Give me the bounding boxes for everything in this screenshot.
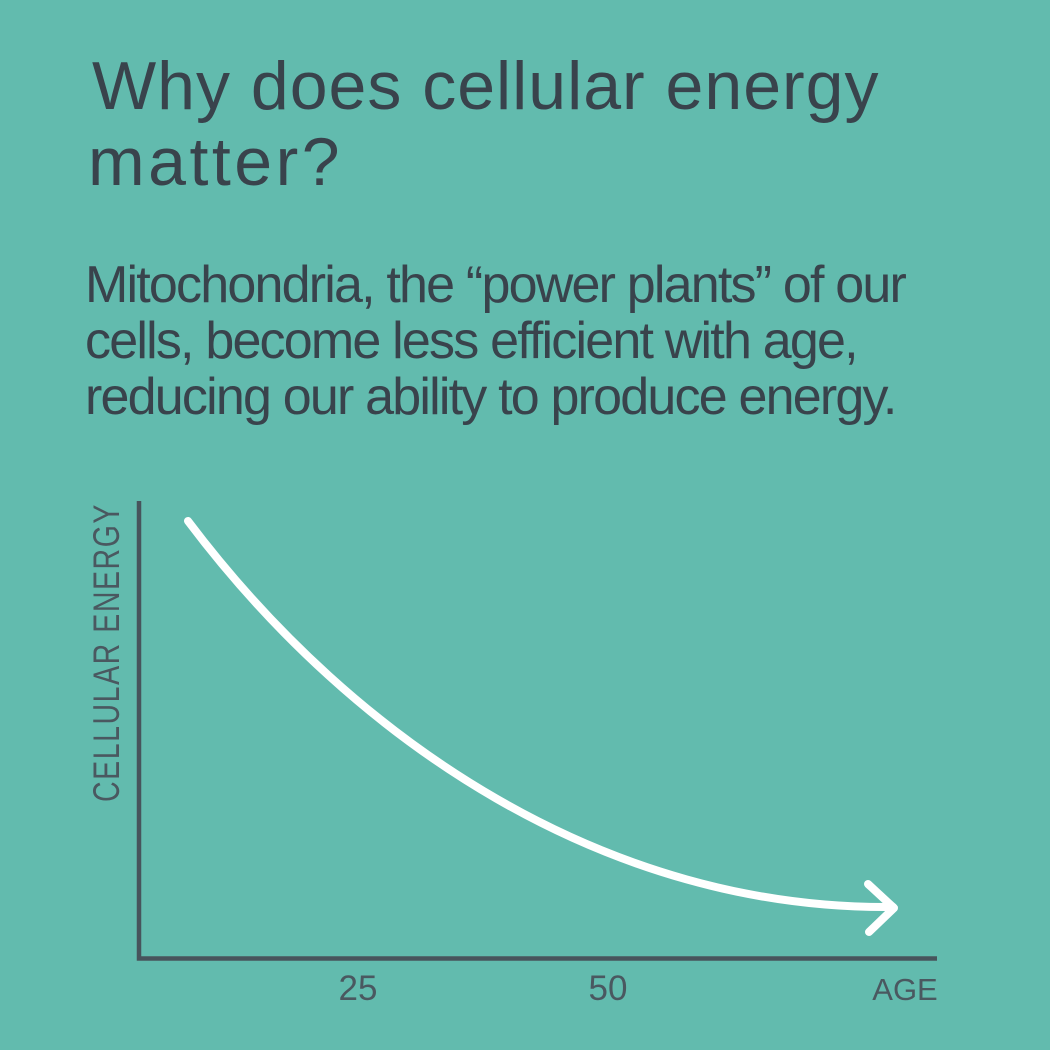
svg-text:25: 25 <box>339 969 378 1008</box>
svg-text:AGE: AGE <box>872 972 937 1007</box>
svg-text:CELLULAR ENERGY: CELLULAR ENERGY <box>86 503 127 802</box>
svg-text:50: 50 <box>589 969 628 1008</box>
